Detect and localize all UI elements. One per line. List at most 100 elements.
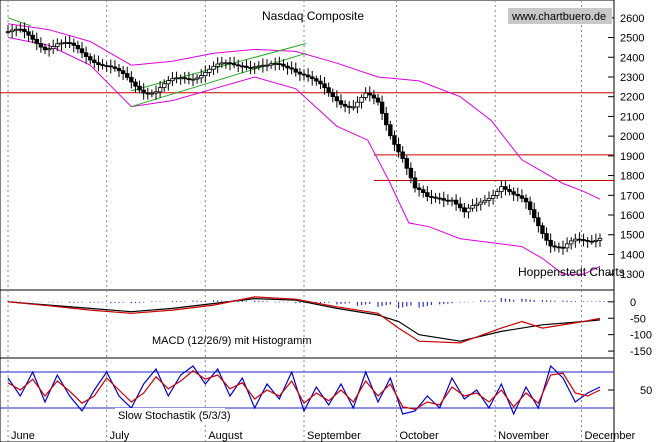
candle-body bbox=[593, 239, 599, 242]
candle-body bbox=[137, 85, 142, 91]
candle-body bbox=[293, 68, 298, 73]
price-tick-label: 1500 bbox=[620, 230, 644, 242]
candle-body bbox=[264, 64, 270, 67]
candle-body bbox=[326, 87, 331, 93]
candle-body bbox=[289, 67, 294, 70]
month-label: October bbox=[400, 430, 439, 442]
candle-body bbox=[67, 42, 72, 44]
candle-body bbox=[112, 66, 118, 69]
candle-body bbox=[347, 105, 352, 108]
candle-body bbox=[277, 63, 282, 65]
candle-body bbox=[51, 46, 56, 50]
price-tick-label: 1700 bbox=[620, 190, 644, 202]
candle-body bbox=[268, 63, 274, 66]
candle-body bbox=[166, 80, 171, 85]
candle-body bbox=[14, 28, 19, 31]
candle-body bbox=[26, 31, 31, 36]
candle-body bbox=[236, 64, 241, 67]
candle-body bbox=[297, 71, 303, 75]
stochastic-k-line bbox=[7, 364, 601, 416]
candle-body bbox=[581, 239, 586, 241]
candle-body bbox=[367, 92, 372, 96]
candle-body bbox=[585, 240, 590, 242]
watermark-text: www.chartbuero.de bbox=[511, 11, 606, 23]
candle-body bbox=[453, 199, 459, 205]
candle-body bbox=[46, 48, 52, 51]
candle-body bbox=[445, 199, 451, 202]
trend-line bbox=[131, 52, 307, 108]
candle-body bbox=[532, 209, 537, 219]
candle-body bbox=[458, 203, 463, 209]
candle-body bbox=[408, 167, 414, 179]
stochastic-label-box bbox=[115, 408, 225, 422]
trend-line bbox=[7, 17, 31, 27]
price-tick-label: 1600 bbox=[620, 210, 644, 222]
candle-body bbox=[573, 238, 578, 242]
candle-body bbox=[412, 177, 418, 189]
resistance-lines bbox=[0, 92, 614, 182]
candle-body bbox=[433, 196, 438, 199]
candle-body bbox=[589, 240, 594, 243]
time-axis: June July August September October November De… bbox=[11, 430, 636, 442]
candle-body bbox=[474, 203, 479, 206]
candle-body bbox=[499, 186, 504, 193]
candle-body bbox=[199, 75, 204, 79]
price-tick-label: 2000 bbox=[620, 131, 644, 143]
candle-body bbox=[162, 83, 167, 89]
price-bars bbox=[5, 22, 603, 255]
candle-body bbox=[170, 78, 175, 82]
candle-body bbox=[544, 233, 549, 241]
candle-body bbox=[388, 124, 393, 137]
candle-body bbox=[71, 42, 76, 46]
candle-body bbox=[116, 68, 122, 72]
candle-body bbox=[421, 189, 426, 193]
candle-body bbox=[79, 48, 85, 54]
price-tick-label: 1800 bbox=[620, 171, 644, 183]
candle-body bbox=[145, 92, 150, 95]
candle-body bbox=[482, 199, 488, 203]
price-tick-label: 1900 bbox=[620, 151, 644, 163]
candle-body bbox=[322, 83, 327, 89]
candle-body bbox=[96, 62, 101, 65]
month-label: September bbox=[307, 430, 361, 442]
candle-body bbox=[540, 225, 545, 234]
candle-body bbox=[515, 193, 520, 197]
candle-body bbox=[425, 192, 430, 197]
candle-body bbox=[5, 31, 11, 34]
candle-body bbox=[363, 92, 368, 98]
candle-body bbox=[527, 201, 533, 211]
candle-body bbox=[466, 207, 471, 213]
candle-body bbox=[75, 45, 81, 50]
candle-body bbox=[92, 59, 97, 63]
candle-body bbox=[400, 151, 405, 159]
candle-body bbox=[519, 195, 525, 199]
candle-body bbox=[190, 78, 196, 81]
candle-body bbox=[174, 77, 179, 80]
candle-body bbox=[507, 188, 512, 193]
candle-body bbox=[314, 78, 319, 82]
candle-body bbox=[108, 65, 113, 68]
candle-body bbox=[330, 92, 335, 98]
candle-body bbox=[560, 246, 566, 249]
candle-body bbox=[536, 217, 541, 227]
candle-body bbox=[211, 65, 216, 70]
candle-body bbox=[129, 77, 134, 83]
candle-body bbox=[437, 197, 442, 200]
candle-body bbox=[215, 63, 220, 67]
candle-body bbox=[153, 91, 159, 94]
candle-body bbox=[34, 38, 39, 44]
candle-body bbox=[30, 34, 35, 40]
candle-body bbox=[371, 94, 377, 99]
candle-body bbox=[396, 143, 401, 153]
candle-body bbox=[133, 81, 138, 87]
macd-tick-label: -100 bbox=[630, 330, 652, 342]
price-tick-label: 2500 bbox=[620, 33, 644, 45]
candle-body bbox=[404, 158, 409, 169]
chart-title: Nasdaq Composite bbox=[262, 9, 364, 23]
candle-body bbox=[182, 77, 187, 80]
candle-body bbox=[384, 112, 389, 126]
grid-lines bbox=[7, 0, 582, 442]
candle-body bbox=[227, 62, 233, 65]
candle-body bbox=[100, 64, 105, 66]
